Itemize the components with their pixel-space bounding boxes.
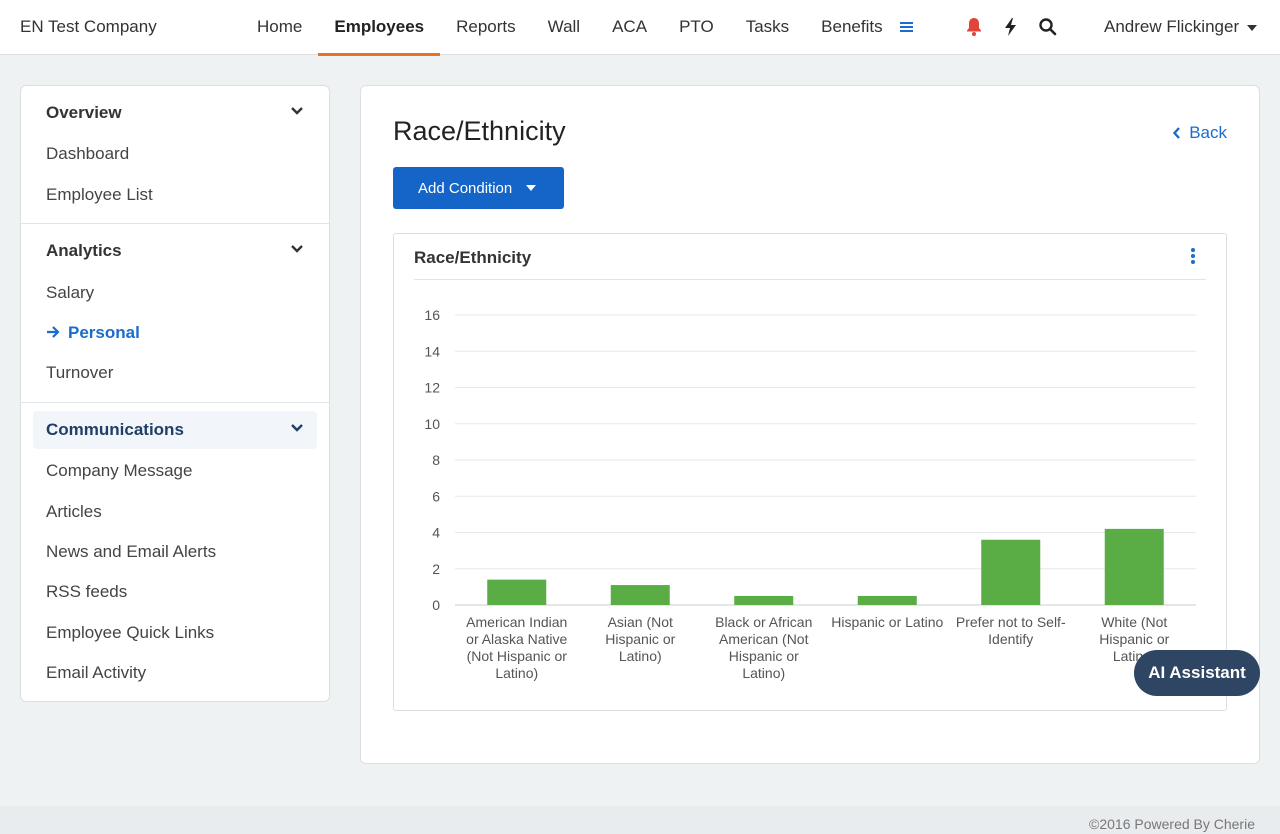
sidebar-item-employee-quick-links[interactable]: Employee Quick Links	[46, 623, 215, 642]
user-menu[interactable]: Andrew Flickinger	[1104, 17, 1258, 37]
ai-assistant-button[interactable]: AI Assistant	[1134, 650, 1260, 696]
x-tick-label-line: Hispanic or Latino	[831, 614, 943, 630]
back-link[interactable]: Back	[1173, 123, 1227, 143]
sidebar-section-analytics[interactable]: Analytics	[33, 232, 317, 270]
x-tick-label: Hispanic or Latino	[831, 614, 943, 630]
y-tick-label: 10	[424, 416, 440, 432]
y-tick-label: 2	[432, 561, 440, 577]
sidebar-item-label: Personal	[68, 323, 140, 342]
x-tick-label-line: Hispanic or	[1099, 631, 1169, 647]
sidebar-section-overview[interactable]: Overview	[33, 94, 317, 132]
nav-pto[interactable]: PTO	[679, 17, 714, 36]
x-tick-label-line: Latino)	[619, 648, 662, 664]
footer: ©2016 Powered By Cherie	[0, 806, 1280, 834]
nav-home[interactable]: Home	[257, 17, 303, 36]
sidebar-section-title: Communications	[46, 420, 184, 439]
y-tick-label: 6	[432, 488, 440, 504]
x-tick-label-line: Asian (Not	[608, 614, 673, 630]
y-tick-label: 0	[432, 597, 440, 613]
sidebar-item-salary[interactable]: Salary	[46, 283, 95, 302]
sidebar-item-employee-list[interactable]: Employee List	[46, 185, 153, 204]
page-title: Race/Ethnicity	[393, 116, 566, 146]
sidebar-item-email-activity[interactable]: Email Activity	[46, 663, 147, 682]
x-tick-label-line: Hispanic or	[605, 631, 675, 647]
sidebar-section-title: Overview	[46, 103, 122, 122]
bar-chart: 0 2 4 6 8 10 12 14 16 American Indian or Alaska Na…	[424, 307, 1196, 681]
x-tick-label: Black or African American (Not Hispanic or…	[715, 614, 812, 681]
nav-reports[interactable]: Reports	[456, 17, 516, 36]
sidebar-section-title: Analytics	[46, 241, 122, 260]
sidebar-item-personal[interactable]: Personal	[46, 323, 140, 343]
bar	[981, 539, 1041, 605]
kebab-menu-icon[interactable]	[1188, 247, 1198, 265]
sidebar-item-news-email-alerts[interactable]: News and Email Alerts	[46, 542, 217, 561]
main-nav: Home Employees Reports Wall ACA PTO Task…	[241, 0, 899, 56]
chevron-down-icon	[291, 107, 303, 115]
x-tick-label-line: (Not Hispanic or	[467, 648, 568, 664]
y-tick-label: 4	[432, 525, 440, 541]
chevron-down-icon	[291, 245, 303, 253]
x-tick-label-line: Black or African	[715, 614, 812, 630]
nav-aca[interactable]: ACA	[612, 17, 648, 36]
y-tick-label: 8	[432, 452, 440, 468]
x-tick-label-line: American (Not	[719, 631, 809, 647]
chevron-left-icon	[1173, 127, 1181, 139]
sidebar-item-articles[interactable]: Articles	[46, 502, 102, 521]
x-tick-label: Prefer not to Self-Identify	[956, 614, 1066, 647]
bar	[610, 585, 670, 605]
bar	[487, 579, 547, 605]
chart-card: Race/Ethnicity 0 2 4 6 8 10 12 14 16 American Ind…	[393, 233, 1227, 711]
x-tick-label-line: American Indian	[466, 614, 567, 630]
menu-icon[interactable]	[898, 18, 916, 36]
nav-employees[interactable]: Employees	[318, 0, 440, 56]
nav-benefits[interactable]: Benefits	[821, 17, 883, 36]
add-condition-label: Add Condition	[418, 179, 513, 197]
x-tick-label-line: or Alaska Native	[466, 631, 567, 647]
y-tick-label: 14	[424, 343, 440, 359]
divider	[414, 279, 1206, 280]
x-tick-label-line: Hispanic or	[729, 648, 799, 664]
sidebar-item-company-message[interactable]: Company Message	[46, 461, 193, 480]
x-tick-label: American Indian or Alaska Native (Not Hisp…	[466, 614, 567, 681]
y-tick-label: 12	[424, 380, 440, 396]
x-tick-label: Asian (Not Hispanic or Latino)	[605, 614, 675, 664]
bar	[1104, 528, 1164, 605]
add-condition-button[interactable]: Add Condition	[393, 167, 564, 209]
footer-text: ©2016 Powered By Cherie	[1089, 816, 1255, 832]
nav-wall[interactable]: Wall	[547, 17, 581, 36]
search-icon[interactable]	[1038, 16, 1058, 38]
chevron-down-icon	[291, 424, 303, 432]
x-tick-label-line: Identify	[988, 631, 1033, 647]
y-tick-label: 16	[424, 307, 440, 323]
sidebar-section-communications[interactable]: Communications	[33, 411, 317, 449]
sidebar-item-dashboard[interactable]: Dashboard	[46, 144, 130, 163]
sidebar-item-rss-feeds[interactable]: RSS feeds	[46, 582, 128, 601]
bar	[734, 595, 794, 605]
x-tick-label-line: White (Not	[1101, 614, 1167, 630]
sidebar-item-turnover[interactable]: Turnover	[46, 363, 114, 382]
lightning-icon[interactable]	[1001, 16, 1021, 38]
back-label: Back	[1189, 123, 1227, 142]
company-name[interactable]: EN Test Company	[20, 17, 157, 36]
main-panel: Race/Ethnicity Back Add Condition Race/E…	[360, 85, 1260, 764]
nav-tasks[interactable]: Tasks	[745, 17, 790, 36]
x-tick-label-line: Prefer not to Self-	[956, 614, 1066, 630]
x-tick-label-line: Latino)	[495, 665, 538, 681]
bell-icon[interactable]	[964, 16, 984, 38]
x-tick-label-line: Latino)	[742, 665, 785, 681]
sidebar: Overview Dashboard Employee List Analyti…	[20, 85, 330, 702]
chart-card-title: Race/Ethnicity	[414, 248, 532, 267]
bar	[857, 595, 917, 605]
top-navbar: EN Test Company Home Employees Reports W…	[0, 0, 1280, 56]
arrow-right-icon	[47, 326, 60, 338]
user-name: Andrew Flickinger	[1104, 17, 1240, 36]
divider	[21, 223, 329, 224]
caret-down-icon	[526, 185, 536, 191]
divider	[21, 402, 329, 403]
caret-down-icon	[1247, 24, 1258, 31]
